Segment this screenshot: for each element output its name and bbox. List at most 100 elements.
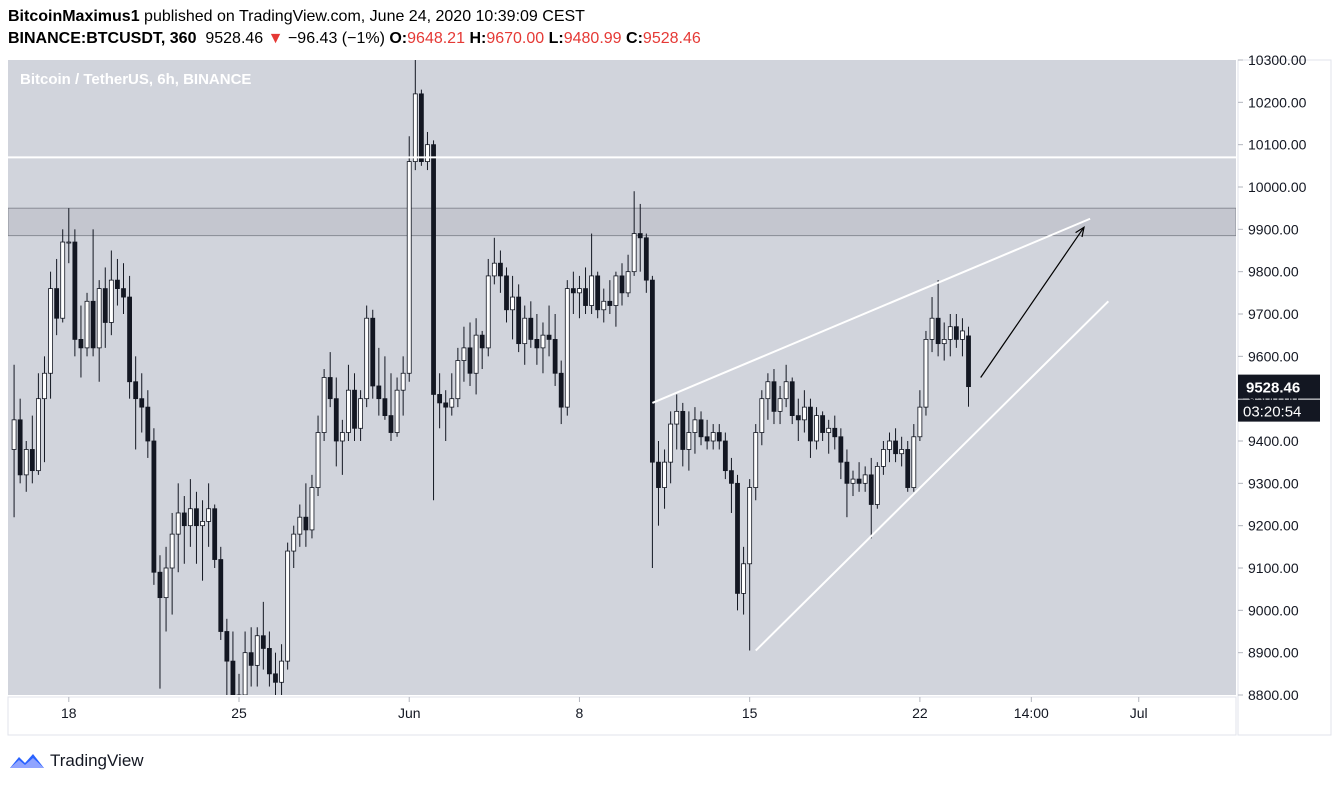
- bearish-candle-body: [133, 381, 139, 400]
- candle: [169, 512, 175, 615]
- candle: [947, 314, 953, 357]
- bullish-candle-body: [285, 550, 291, 662]
- bearish-candle-body: [649, 279, 655, 463]
- bullish-candle-body: [23, 449, 29, 476]
- bearish-candle-body: [224, 631, 230, 662]
- bullish-candle-body: [60, 241, 66, 319]
- bullish-candle-body: [923, 338, 929, 408]
- bullish-candle-body: [297, 516, 303, 535]
- author-name[interactable]: BitcoinMaximus1: [8, 8, 140, 25]
- candle: [54, 258, 60, 336]
- bullish-candle-body: [425, 144, 430, 162]
- bearish-candle-body: [546, 334, 552, 340]
- candle: [953, 314, 959, 348]
- x-tick-label: Jun: [398, 705, 421, 721]
- bullish-candle-body: [862, 474, 868, 484]
- bearish-candle-body: [528, 317, 534, 340]
- bearish-candle-body: [273, 673, 278, 683]
- symbol-label[interactable]: BINANCE:BTCUSDT, 360: [8, 30, 197, 47]
- bullish-candle-body: [66, 241, 72, 244]
- bullish-candle-body: [540, 334, 546, 349]
- candle: [577, 275, 582, 319]
- y-tick-label: 9800.00: [1248, 264, 1299, 280]
- candle: [273, 652, 278, 695]
- candle: [66, 208, 72, 264]
- y-tick-label: 9300.00: [1248, 475, 1299, 491]
- bullish-candle-body: [48, 288, 53, 374]
- candle: [911, 424, 917, 492]
- candle: [765, 373, 771, 420]
- bearish-candle-body: [260, 635, 266, 649]
- bearish-candle-body: [583, 288, 588, 306]
- candle: [291, 525, 297, 568]
- bullish-candle-body: [589, 275, 595, 306]
- bullish-candle-body: [406, 161, 412, 374]
- candle: [820, 411, 826, 441]
- price-chart[interactable]: Bitcoin / TetherUS, 6h, BINANCE 10300.00 1…: [0, 55, 1337, 745]
- bearish-candle-body: [844, 461, 850, 484]
- close-label: C:: [626, 30, 643, 47]
- candle: [267, 631, 272, 687]
- bullish-candle-body: [960, 330, 965, 340]
- bearish-candle-body: [856, 478, 862, 484]
- bullish-candle-body: [874, 465, 880, 505]
- bullish-candle-body: [412, 93, 418, 162]
- candle: [175, 483, 181, 573]
- bearish-candle-body: [54, 288, 60, 319]
- candle: [589, 233, 595, 314]
- bearish-candle-body: [431, 144, 436, 395]
- candle: [516, 284, 522, 353]
- countdown-label: 03:20:54: [1243, 404, 1301, 421]
- bullish-candle-body: [321, 377, 327, 433]
- candle: [72, 229, 78, 357]
- bullish-candle-body: [206, 508, 212, 522]
- bullish-candle-body: [291, 533, 297, 552]
- candle: [747, 479, 753, 651]
- bullish-candle-body: [777, 398, 783, 412]
- candle: [862, 466, 868, 492]
- bullish-candle-body: [163, 567, 169, 599]
- bearish-candle-body: [443, 402, 449, 408]
- arrow-head: [1075, 225, 1085, 238]
- candle: [619, 263, 625, 306]
- bearish-candle-body: [552, 338, 558, 374]
- candle: [808, 398, 813, 458]
- bearish-candle-body: [893, 440, 898, 455]
- bullish-candle-body: [929, 317, 935, 340]
- bullish-candle-body: [625, 271, 631, 294]
- candle: [352, 373, 357, 441]
- candle: [485, 258, 491, 357]
- bearish-candle-body: [267, 648, 272, 675]
- candle: [437, 373, 443, 429]
- price-tag: [1238, 374, 1320, 399]
- low-label: L:: [548, 30, 564, 47]
- bullish-candle-body: [881, 449, 886, 467]
- candle: [893, 428, 898, 463]
- wedge-lower-line: [755, 300, 1110, 652]
- bearish-candle-body: [808, 406, 813, 442]
- bearish-candle-body: [735, 482, 740, 594]
- bearish-candle-body: [467, 347, 473, 374]
- candle: [346, 364, 351, 441]
- bearish-candle-body: [716, 432, 722, 442]
- candle: [771, 369, 777, 425]
- candle: [540, 322, 546, 374]
- y-tick-label: 10100.00: [1248, 137, 1307, 153]
- candle: [127, 275, 132, 399]
- candle: [844, 449, 850, 518]
- candle: [741, 546, 746, 615]
- candle: [163, 546, 169, 632]
- bearish-candle-body: [157, 571, 163, 599]
- candle: [643, 233, 649, 293]
- bearish-candle-body: [479, 334, 485, 349]
- tradingview-brand[interactable]: TradingView: [50, 751, 144, 770]
- bullish-candle-body: [814, 415, 819, 442]
- candle: [759, 390, 765, 446]
- x-tick-label: 18: [61, 705, 77, 721]
- bullish-candle-body: [692, 419, 698, 433]
- candle: [84, 292, 90, 357]
- x-tick-label: 22: [912, 705, 928, 721]
- bullish-candle-body: [783, 381, 789, 400]
- bullish-candle-body: [826, 427, 832, 433]
- candle: [649, 275, 655, 568]
